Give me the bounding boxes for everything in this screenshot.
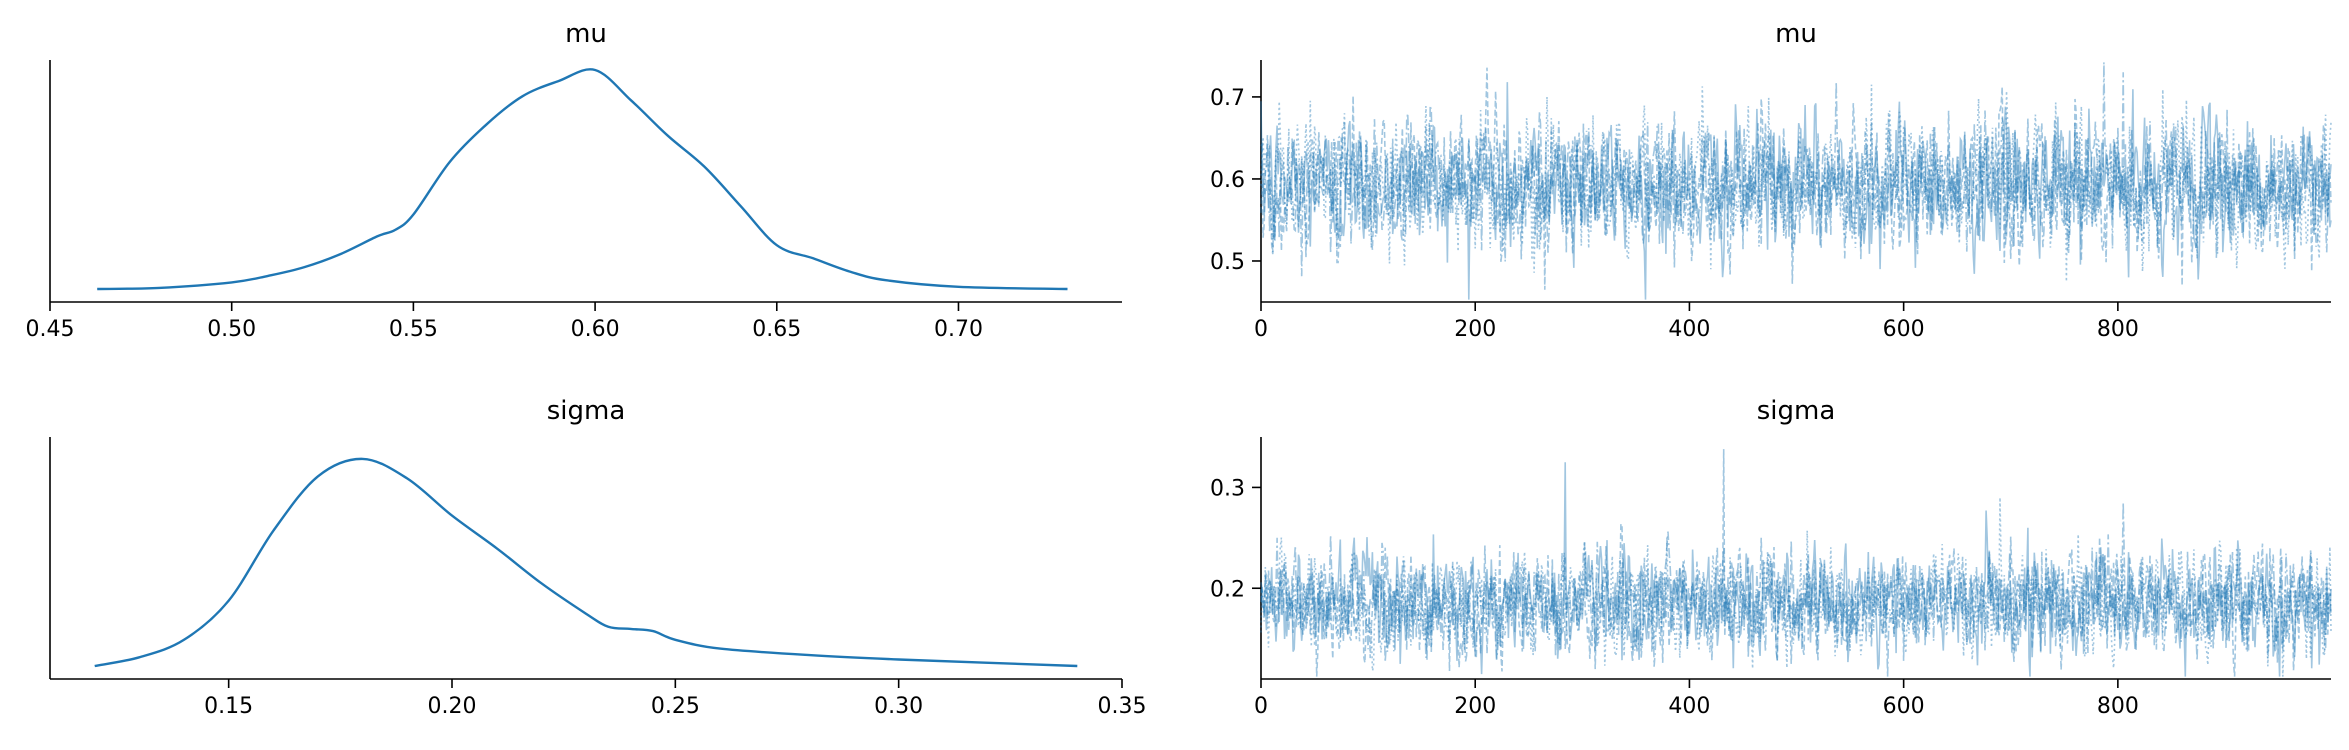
sigma-trace-x-tick-label: 800 bbox=[2097, 694, 2139, 719]
sigma-trace-title: sigma bbox=[1757, 396, 1836, 426]
sigma-trace-chain-2 bbox=[1260, 449, 2332, 677]
mu-trace-x-tick-label: 800 bbox=[2097, 317, 2139, 342]
mu-trace-chain-4 bbox=[1260, 62, 2332, 277]
mu-trace-x-tick-label: 200 bbox=[1454, 317, 1496, 342]
mu-kde-x-tick-label: 0.60 bbox=[571, 317, 620, 342]
sigma-kde-x-tick-label: 0.15 bbox=[204, 694, 253, 719]
mu-trace-chain-3 bbox=[1260, 84, 2332, 282]
sigma-kde-x-ticks: 0.15 0.20 0.25 0.30 0.35 bbox=[204, 679, 1146, 719]
sigma-trace-panel: sigma 0 200 400 600 800 0.2 0.3 bbox=[1210, 396, 2332, 719]
sigma-kde-x-tick-label: 0.35 bbox=[1098, 694, 1147, 719]
mu-kde-x-tick-label: 0.50 bbox=[207, 317, 256, 342]
sigma-trace-chain-1 bbox=[1260, 462, 2332, 677]
mu-trace-x-tick-label: 600 bbox=[1883, 317, 1925, 342]
mu-trace-y-tick-label: 0.6 bbox=[1210, 168, 1245, 193]
mu-kde-x-ticks: 0.45 0.50 0.55 0.60 0.65 0.70 bbox=[26, 302, 983, 342]
sigma-kde-x-tick-label: 0.20 bbox=[428, 694, 477, 719]
sigma-trace-y-tick-label: 0.2 bbox=[1210, 577, 1245, 602]
mu-kde-panel: mu 0.45 0.50 0.55 0.60 0.65 0.70 bbox=[26, 19, 1122, 342]
mu-kde-x-tick-label: 0.65 bbox=[752, 317, 801, 342]
mu-kde-x-tick-label: 0.45 bbox=[26, 317, 75, 342]
mu-kde-x-tick-label: 0.70 bbox=[934, 317, 983, 342]
sigma-trace-chain-3 bbox=[1260, 497, 2332, 677]
mu-trace-title: mu bbox=[1775, 19, 1817, 49]
sigma-trace-x-tick-label: 200 bbox=[1454, 694, 1496, 719]
sigma-kde-panel: sigma 0.15 0.20 0.25 0.30 0.35 bbox=[49, 396, 1146, 719]
sigma-trace-ticks: 0 200 400 600 800 0.2 0.3 bbox=[1210, 476, 2139, 719]
mu-kde-curve bbox=[97, 68, 1068, 291]
mu-trace-y-tick-label: 0.7 bbox=[1210, 86, 1245, 111]
sigma-kde-title: sigma bbox=[547, 396, 626, 426]
sigma-kde-curve bbox=[94, 457, 1078, 668]
mu-kde-title: mu bbox=[565, 19, 607, 49]
mu-trace-chain-2 bbox=[1260, 67, 2332, 290]
sigma-kde-x-tick-label: 0.25 bbox=[651, 694, 700, 719]
sigma-kde-x-tick-label: 0.30 bbox=[874, 694, 923, 719]
mu-trace-chain-1 bbox=[1260, 82, 2332, 300]
sigma-trace-x-tick-label: 400 bbox=[1668, 694, 1710, 719]
sigma-trace-chains bbox=[1260, 449, 2332, 677]
mu-trace-x-tick-label: 0 bbox=[1254, 317, 1268, 342]
mu-trace-chains bbox=[1260, 62, 2332, 300]
mu-trace-panel: mu 0 200 400 600 800 0.5 0.6 0.7 bbox=[1210, 19, 2332, 342]
mu-trace-ticks: 0 200 400 600 800 0.5 0.6 0.7 bbox=[1210, 86, 2139, 342]
sigma-trace-chain-4 bbox=[1260, 502, 2332, 677]
sigma-trace-x-tick-label: 600 bbox=[1883, 694, 1925, 719]
mu-trace-x-tick-label: 400 bbox=[1668, 317, 1710, 342]
mu-kde-x-tick-label: 0.55 bbox=[389, 317, 438, 342]
sigma-trace-y-tick-label: 0.3 bbox=[1210, 476, 1245, 501]
mu-trace-y-tick-label: 0.5 bbox=[1210, 250, 1245, 275]
sigma-trace-x-tick-label: 0 bbox=[1254, 694, 1268, 719]
